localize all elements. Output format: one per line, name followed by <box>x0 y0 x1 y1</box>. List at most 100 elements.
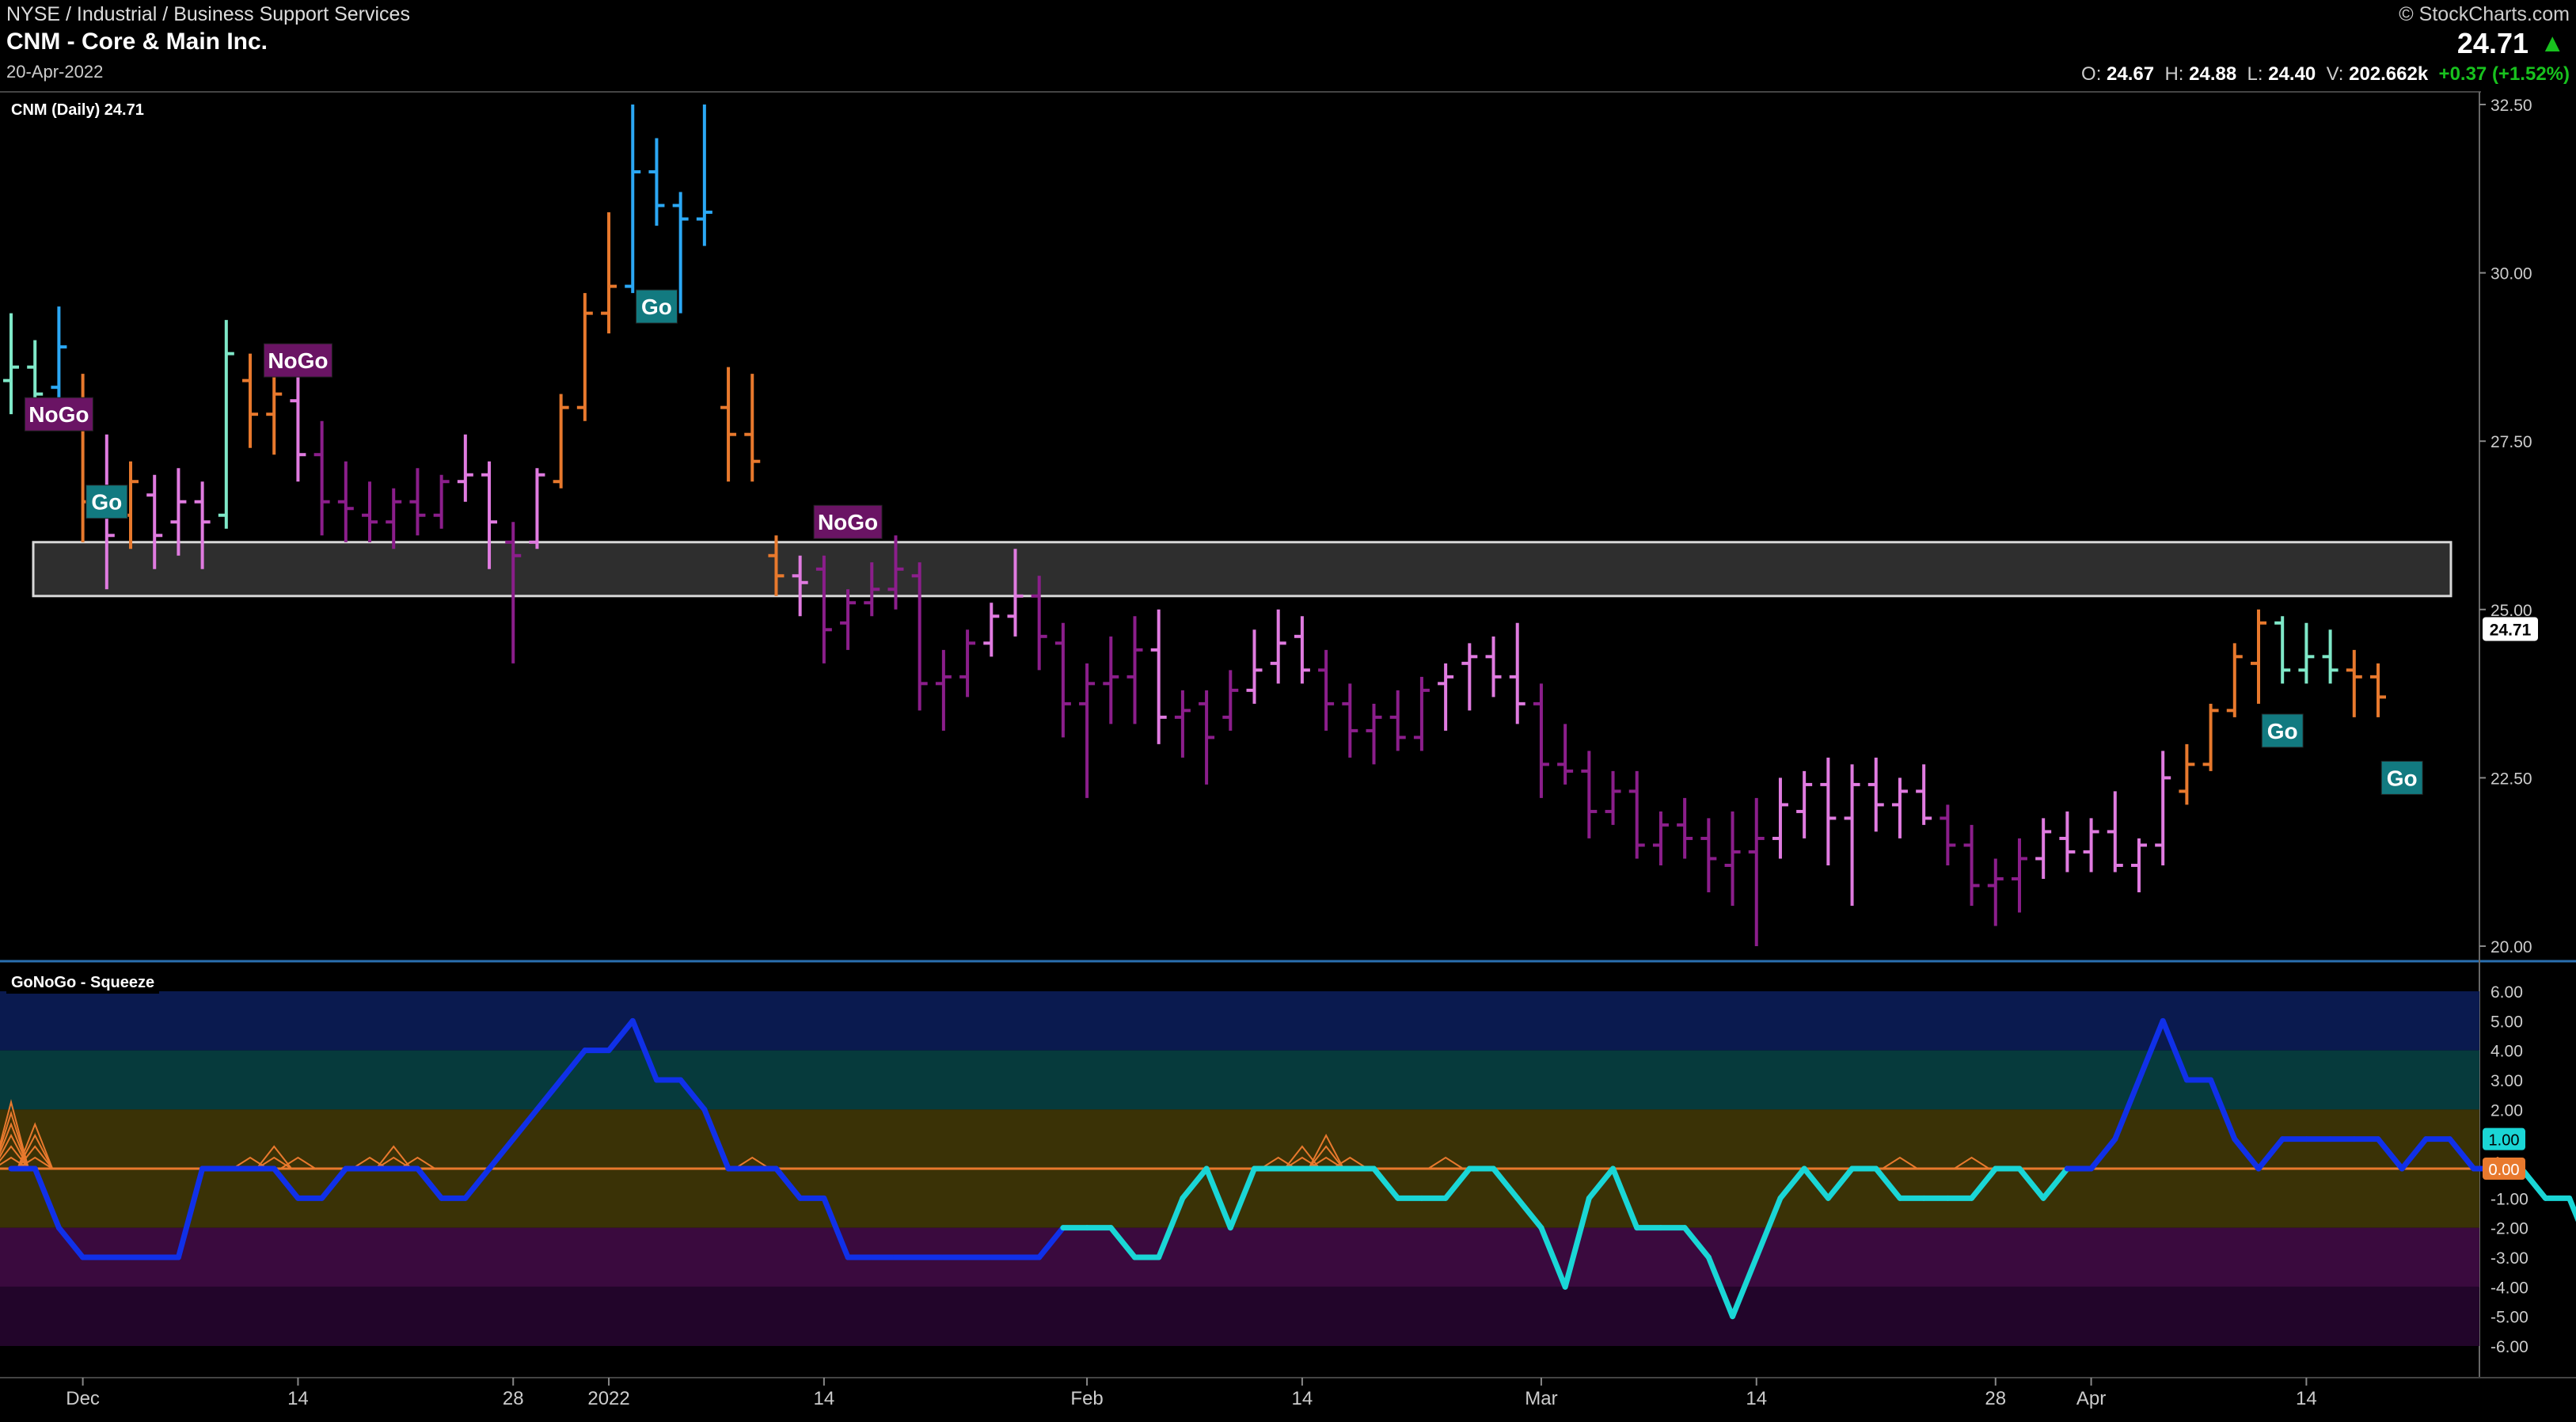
x-tick-label: 14 <box>2296 1388 2317 1409</box>
indicator-y-tick-label: 4.00 <box>2491 1043 2523 1061</box>
oscillator-segment <box>2567 1195 2576 1222</box>
x-tick-label: Dec <box>66 1388 100 1409</box>
oscillator-segment <box>1108 1225 1138 1260</box>
indicator-band-4 <box>0 1227 2479 1287</box>
oscillator-segment <box>1777 1165 1807 1201</box>
oscillator-segment <box>1825 1165 1856 1201</box>
gonogo-label-bg <box>635 289 678 324</box>
x-tick-label: 14 <box>1292 1388 1313 1409</box>
price-y-tick-label: 25.00 <box>2491 602 2532 620</box>
gonogo-label-bg <box>24 397 93 432</box>
gonogo-label: NoGo <box>268 348 328 373</box>
gonogo-label-bg <box>85 485 128 519</box>
squeeze-marker <box>17 1122 54 1169</box>
oscillator-segment <box>534 1077 564 1112</box>
oscillator-segment <box>319 1165 349 1201</box>
oscillator-segment <box>629 1017 659 1083</box>
zero-tag: 0.00 <box>2489 1162 2520 1179</box>
gonogo-label-bg <box>2261 713 2304 748</box>
last-price: 24.71 <box>2456 27 2529 59</box>
squeeze-marker <box>0 1110 29 1169</box>
x-tick-label: 14 <box>287 1388 309 1409</box>
high-label: H: <box>2164 63 2184 85</box>
indicator-y-tick-label: 5.00 <box>2491 1013 2523 1031</box>
oscillator-segment <box>2112 1077 2142 1143</box>
indicator-y-tick-label: -5.00 <box>2491 1309 2529 1327</box>
resistance-zone <box>32 541 2453 598</box>
oscillator-segment <box>486 1136 516 1172</box>
oscillator-segment <box>821 1195 851 1260</box>
squeeze-marker <box>1427 1156 1464 1169</box>
oscillator-segment <box>1705 1254 1736 1320</box>
price-y-tick-label: 20.00 <box>2491 938 2532 956</box>
oscillator-segment <box>558 1047 588 1083</box>
oscillator-segment <box>701 1106 731 1172</box>
gonogo-label: Go <box>91 490 122 515</box>
squeeze-marker <box>375 1145 412 1169</box>
indicator-y-tick-label: 6.00 <box>2491 983 2523 1002</box>
low-value: 24.40 <box>2268 63 2316 85</box>
oscillator-tag: 1.00 <box>2489 1132 2520 1150</box>
oscillator-segment <box>1730 1254 1760 1320</box>
oscillator-segment <box>1227 1165 1258 1231</box>
x-tick-label: 14 <box>814 1388 835 1409</box>
oscillator-segment <box>1681 1225 1712 1260</box>
oscillator-segment <box>773 1165 804 1201</box>
ohlcv-readout: O: 24.67 H: 24.88 L: 24.40 V: 202.662k +… <box>2081 63 2570 86</box>
oscillator-segment <box>1491 1165 1521 1201</box>
gonogo-label: NoGo <box>28 402 89 427</box>
squeeze-marker <box>734 1156 770 1169</box>
indicator-band-0 <box>0 991 2479 1051</box>
price-y-tick-label: 22.50 <box>2491 770 2532 788</box>
indicator-band-2 <box>0 1109 2479 1169</box>
brand-label: © StockCharts.com <box>2399 3 2570 25</box>
oscillator-segment <box>1514 1195 1544 1231</box>
last-price-tag-bg <box>2483 617 2538 641</box>
oscillator-segment <box>510 1106 540 1143</box>
oscillator-segment <box>1801 1165 1831 1201</box>
oscillator-segment <box>2160 1017 2190 1083</box>
x-tick-label: Feb <box>1070 1388 1103 1409</box>
indicator-band-1 <box>0 1050 2479 1110</box>
chart-date: 20-Apr-2022 <box>6 62 104 82</box>
indicator-y-tick-label: -6.00 <box>2491 1338 2529 1356</box>
price-y-tick-label: 32.50 <box>2491 97 2532 115</box>
oscillator-segment <box>271 1165 301 1201</box>
oscillator-segment <box>1371 1165 1401 1201</box>
oscillator-segment <box>32 1165 62 1231</box>
indicator-y-tick-label: -2.00 <box>2491 1220 2529 1238</box>
oscillator-segment <box>1873 1165 1903 1201</box>
oscillator-segment <box>1753 1195 1784 1260</box>
oscillator-segment <box>2255 1136 2285 1172</box>
indicator-legend: GoNoGo - Squeeze <box>6 972 160 994</box>
squeeze-marker <box>17 1156 53 1169</box>
oscillator-segment <box>1562 1195 1592 1290</box>
x-tick-label: 2022 <box>587 1388 629 1409</box>
squeeze-marker <box>17 1145 53 1169</box>
squeeze-marker <box>256 1145 293 1169</box>
price-y-tick-label: 30.00 <box>2491 265 2532 283</box>
change-value: +0.37 (+1.52%) <box>2438 63 2570 85</box>
gonogo-label: Go <box>641 295 672 319</box>
oscillator-segment <box>2375 1136 2405 1172</box>
price-legend: CNM (Daily) 24.71 <box>6 100 149 121</box>
chart-title: CNM - Core & Main Inc. <box>6 29 268 55</box>
x-tick-label: Apr <box>2076 1388 2106 1409</box>
oscillator-segment <box>2040 1165 2070 1201</box>
squeeze-marker <box>1882 1156 1918 1169</box>
gonogo-label: NoGo <box>818 510 878 534</box>
squeeze-marker <box>1332 1156 1368 1169</box>
oscillator-segment <box>1442 1165 1472 1201</box>
indicator-y-tick-label: 3.00 <box>2491 1072 2523 1090</box>
oscillator-segment <box>2208 1077 2238 1143</box>
oscillator-segment <box>2447 1136 2477 1172</box>
gonogo-label-bg <box>813 504 883 539</box>
oscillator-segment <box>678 1077 708 1112</box>
indicator-y-tick-label: -1.00 <box>2491 1190 2529 1208</box>
up-triangle-icon: ▲ <box>2540 29 2565 57</box>
oscillator-segment <box>2518 1165 2548 1201</box>
gonogo-label-bg <box>263 343 332 378</box>
squeeze-marker <box>17 1133 54 1169</box>
zero-tag-bg <box>2483 1158 2525 1180</box>
